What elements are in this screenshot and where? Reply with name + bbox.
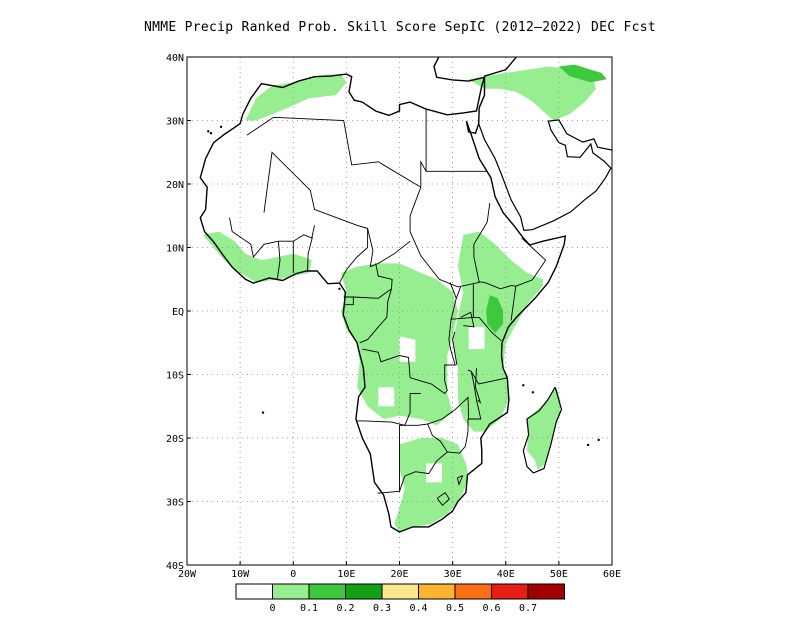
skill-region [202, 231, 312, 283]
country-border [353, 263, 393, 299]
lat-tick-label: 40S [166, 561, 184, 572]
gridlines [187, 57, 612, 565]
colorbar-label: 0.1 [300, 603, 318, 614]
iberia-coastline [242, 57, 244, 58]
colorbar-legend: 0 0.1 0.2 0.3 0.4 0.5 0.6 0.7 [235, 583, 565, 614]
lon-tick-label: 20E [390, 569, 408, 580]
lon-tick-label: 40E [497, 569, 515, 580]
country-border [515, 237, 547, 287]
island [586, 443, 590, 447]
country-border [427, 419, 469, 454]
skill-region [527, 387, 561, 470]
colorbar-label: 0.6 [482, 603, 500, 614]
country-border [436, 491, 450, 506]
country-border [450, 316, 502, 342]
lon-tick-label: 10W [231, 569, 250, 580]
skill-regions [202, 64, 607, 532]
skill-region [468, 66, 597, 121]
colorbar-label: 0.7 [519, 603, 537, 614]
island [531, 391, 535, 394]
colorbar-swatch [491, 583, 529, 600]
lon-tick-label: 50E [550, 569, 568, 580]
skill-region [452, 231, 543, 432]
country-border [357, 412, 411, 426]
island [159, 202, 161, 204]
skill-region [558, 64, 607, 83]
chart-title: NMME Precip Ranked Prob. Skill Score Sep… [144, 20, 656, 35]
no-skill-gap [378, 387, 395, 407]
arabia-coastline [478, 119, 612, 232]
island [338, 287, 341, 290]
lon-tick-label: 60E [603, 569, 621, 580]
country-border [377, 451, 448, 494]
madagascar-coastline [522, 386, 563, 474]
colorbar-swatch [454, 583, 492, 600]
colorbar-swatch [308, 583, 346, 600]
colorbar-label: 0.5 [446, 603, 464, 614]
country-border [479, 281, 517, 321]
lat-tick-label: 10N [166, 244, 184, 255]
lon-tick-label: 0 [290, 569, 296, 580]
country-border [246, 116, 427, 188]
lat-tick-label: 40N [166, 53, 184, 64]
country-border [229, 217, 315, 259]
country-border [409, 393, 421, 413]
country-border [362, 282, 457, 395]
lat-tick-label: 20N [166, 180, 184, 191]
country-border [399, 369, 482, 492]
skill-region [486, 295, 504, 334]
colorbar-swatch [235, 583, 273, 600]
lat-tick-label: 30N [166, 117, 184, 128]
no-skill-gap [468, 326, 485, 350]
no-skill-gap [399, 336, 416, 362]
country-border [359, 288, 392, 344]
island [261, 411, 265, 414]
colorbar-label: 0.4 [409, 603, 427, 614]
island [207, 130, 210, 133]
country-border [456, 475, 464, 486]
country-border [343, 296, 354, 306]
colorbar-swatch [272, 583, 310, 600]
lat-tick-label: 20S [166, 434, 184, 445]
country-border [276, 241, 281, 280]
colorbar-swatch [345, 583, 383, 600]
country-border [460, 311, 475, 328]
no-skill-gap [426, 463, 442, 483]
lon-tick-label: 10E [337, 569, 355, 580]
country-border [455, 286, 462, 299]
skill-region [394, 438, 469, 532]
island [209, 132, 213, 135]
country-border [470, 371, 508, 385]
africa-coastline [199, 57, 567, 533]
lat-tick-label: EQ [172, 307, 184, 318]
country-border [452, 331, 458, 366]
colorbar-label: 0 [269, 603, 275, 614]
country-border [409, 187, 491, 288]
coastlines [159, 57, 612, 533]
colorbar-label: 0.2 [336, 603, 354, 614]
axis-ticks: 20W 10W 0 10E 20E 30E 40E 50E 60E 40N 30N 20N 10N EQ 1… [166, 53, 621, 580]
country-border [475, 368, 482, 404]
lat-tick-label: 30S [166, 498, 184, 509]
country-border [263, 151, 411, 268]
country-border [307, 237, 313, 272]
lon-tick-label: 30E [444, 569, 462, 580]
island [219, 125, 223, 129]
colorbar-swatch [527, 583, 565, 600]
skill-region [245, 74, 347, 121]
island [522, 384, 525, 387]
colorbar-label: 0.3 [373, 603, 391, 614]
colorbar-swatch [418, 583, 456, 600]
colorbar-swatch [381, 583, 419, 600]
island [597, 438, 600, 442]
lat-tick-label: 10S [166, 371, 184, 382]
country-border [339, 228, 369, 284]
country-border [425, 109, 488, 172]
lon-tick-label: 20W [178, 569, 197, 580]
